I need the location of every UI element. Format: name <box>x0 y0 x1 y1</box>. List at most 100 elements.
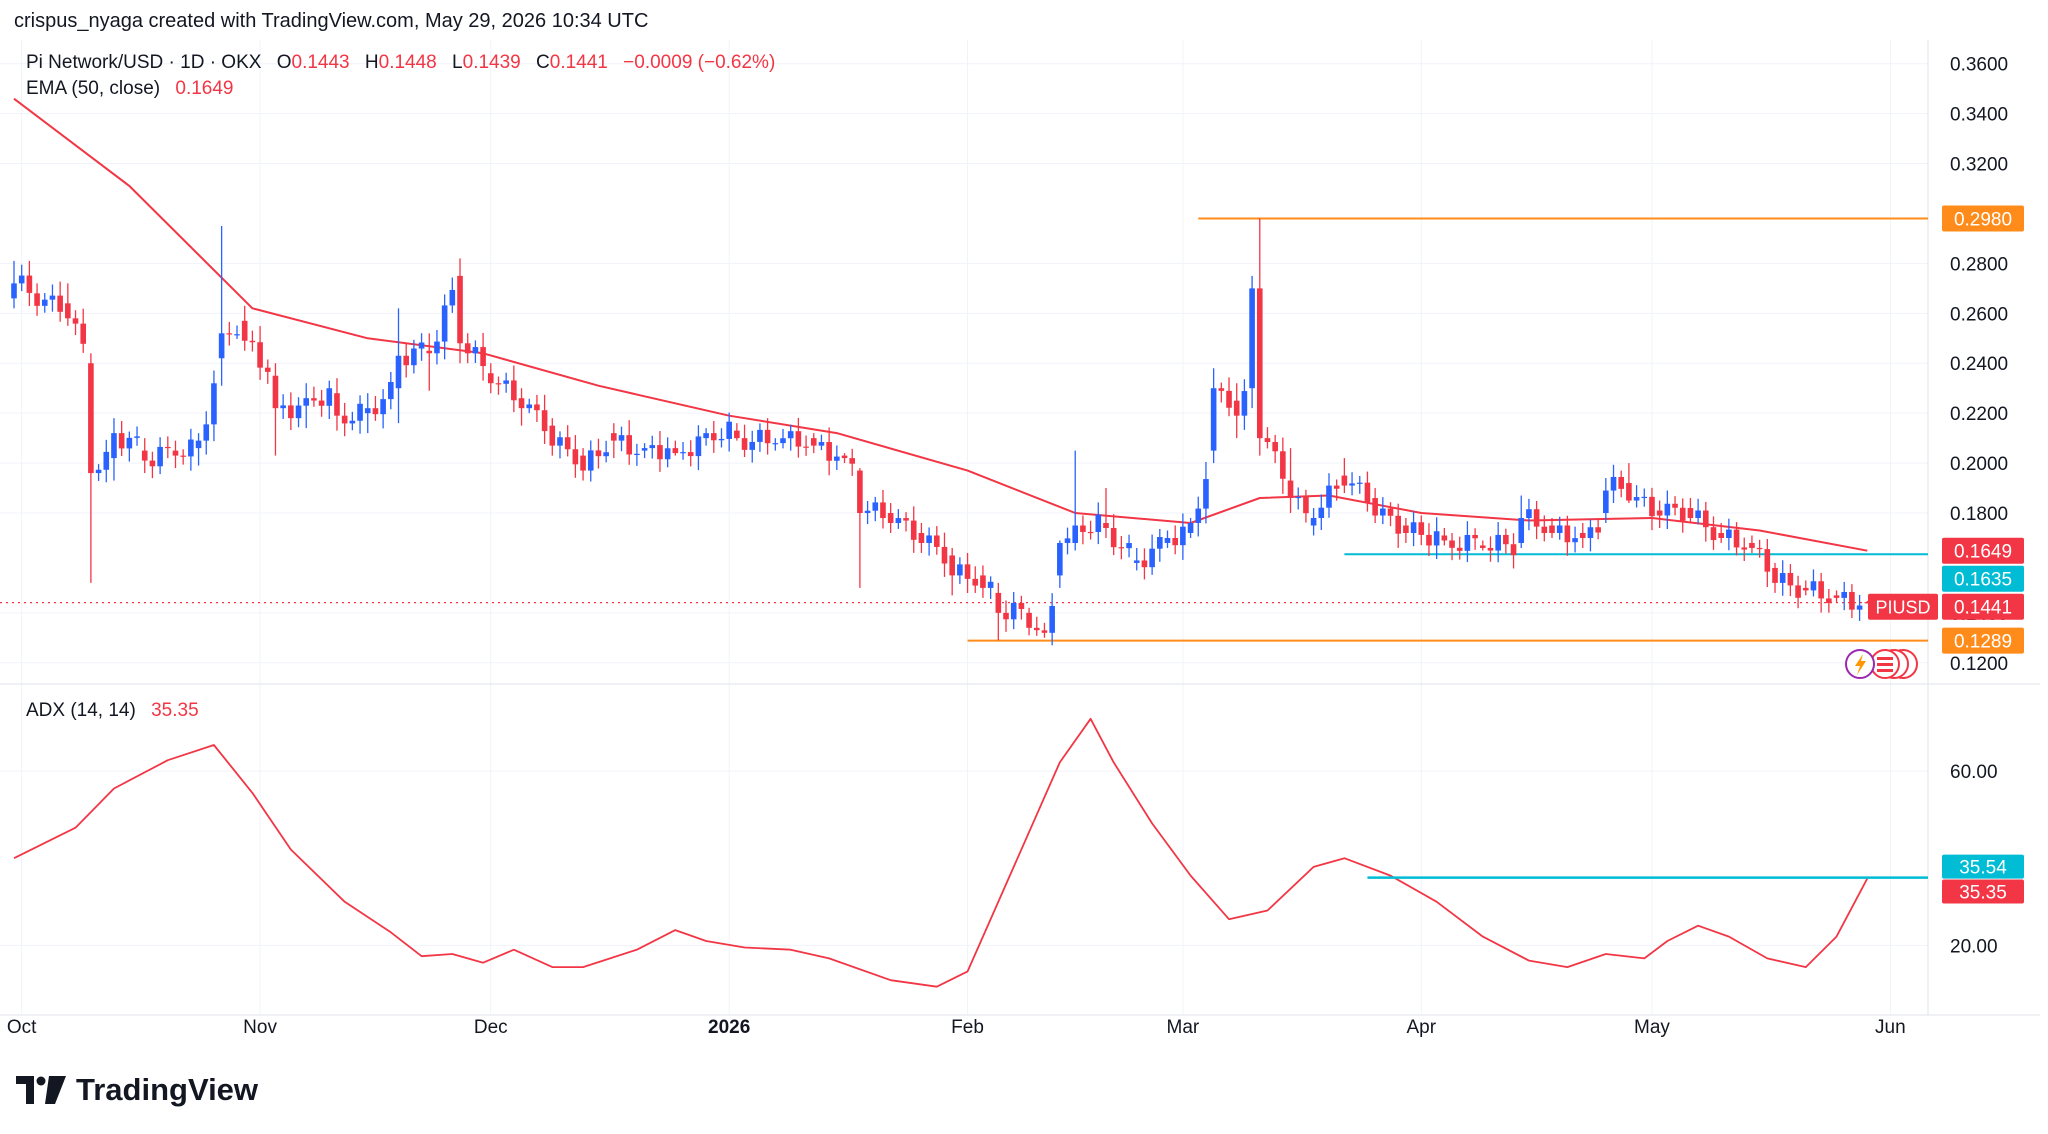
candle-body <box>964 564 971 579</box>
candle <box>672 440 679 456</box>
candle <box>1479 540 1486 551</box>
tradingview-brand[interactable]: TradingView <box>16 1072 258 1108</box>
candle <box>234 325 240 339</box>
candle <box>1418 515 1425 546</box>
candle <box>934 526 940 555</box>
candle-body <box>1672 503 1678 508</box>
candle-body <box>203 424 210 441</box>
candle <box>1603 478 1609 523</box>
candle <box>441 294 448 360</box>
candle <box>1679 498 1686 533</box>
candle-body <box>341 415 348 424</box>
candle-body <box>426 350 433 354</box>
candle-body <box>511 380 517 401</box>
ema-label[interactable]: EMA (50, close) <box>26 78 161 99</box>
candle <box>1833 590 1840 603</box>
candle <box>995 582 1002 641</box>
candle <box>1749 535 1755 553</box>
candle <box>303 383 310 429</box>
close-value: 0.1441 <box>549 52 608 73</box>
candle-body <box>1364 482 1371 503</box>
candle-body <box>411 348 417 366</box>
candle <box>1341 458 1348 494</box>
candle <box>603 440 609 463</box>
candle <box>1149 534 1155 575</box>
candle <box>211 370 217 442</box>
adx-price-axis[interactable]: 20.00 60.00 <box>1950 762 1998 957</box>
symbol-title[interactable]: Pi Network/USD · 1D · OKX <box>26 52 262 73</box>
candle-body <box>826 442 832 461</box>
candle <box>1356 476 1363 494</box>
candle-body <box>1749 542 1755 548</box>
candle-body <box>580 455 586 471</box>
candle <box>849 448 856 476</box>
price-tick-label: 0.2200 <box>1950 404 2008 425</box>
adx-label[interactable]: ADX (14, 14) <box>26 700 136 721</box>
candle-body <box>1326 485 1332 508</box>
candle <box>1410 511 1417 547</box>
candle <box>949 547 955 596</box>
candle <box>795 417 802 458</box>
candle <box>1426 523 1432 557</box>
candle-body <box>1272 442 1278 452</box>
time-tick-label: Nov <box>243 1017 277 1038</box>
close-label: C <box>536 52 550 73</box>
candle <box>1318 494 1325 531</box>
ema-legend[interactable]: EMA (50, close) 0.1649 <box>26 78 234 100</box>
candle-body <box>165 446 171 449</box>
candle-body <box>1572 538 1578 543</box>
candle-body <box>1241 391 1248 416</box>
candle-body <box>264 367 271 372</box>
candle <box>957 557 963 584</box>
candle <box>1756 539 1763 558</box>
candle <box>987 576 994 600</box>
candle <box>810 433 817 454</box>
candle <box>864 501 871 525</box>
candle <box>1726 518 1732 551</box>
symbol-legend[interactable]: Pi Network/USD · 1D · OKX O0.1443 H0.144… <box>26 52 775 74</box>
candle <box>618 426 625 452</box>
candle-body <box>564 437 571 450</box>
candle-body <box>887 513 894 523</box>
price-tick-label: 0.3200 <box>1950 155 2008 176</box>
symbol-logo-stack[interactable] <box>1845 649 1918 679</box>
candle <box>1303 489 1309 523</box>
candle <box>280 394 286 419</box>
candle-body <box>680 452 686 454</box>
candle-body <box>1587 527 1594 538</box>
candle <box>634 443 640 466</box>
candle <box>434 329 440 365</box>
candle-body <box>395 355 402 389</box>
adx-tick-label: 20.00 <box>1950 936 1998 957</box>
candle <box>426 333 433 391</box>
candle-body <box>1403 525 1409 533</box>
candle <box>1741 537 1748 562</box>
candle-body <box>587 450 594 471</box>
candle <box>1495 522 1501 563</box>
candle-body <box>1541 526 1548 534</box>
candle <box>218 225 225 386</box>
candle <box>57 281 63 322</box>
price-tick-label: 0.2000 <box>1950 454 2008 475</box>
candle <box>664 437 671 468</box>
candle <box>1564 515 1571 556</box>
candle <box>1272 434 1278 464</box>
main-pane-horizontal-lines[interactable] <box>0 217 1928 642</box>
open-label: O <box>276 52 292 73</box>
candle <box>1779 560 1786 596</box>
candle <box>834 445 840 470</box>
adx-legend[interactable]: ADX (14, 14) 35.35 <box>26 700 199 722</box>
time-tick-label: 2026 <box>708 1017 750 1038</box>
candle <box>1310 508 1317 536</box>
time-axis[interactable]: Oct Nov Dec 2026 Feb Mar Apr May Jun <box>7 1017 1906 1038</box>
candle-body <box>1633 497 1640 501</box>
candle <box>388 371 394 410</box>
candle <box>134 426 140 446</box>
candle <box>1226 377 1232 417</box>
candle-body <box>495 383 502 385</box>
candle-body <box>1641 496 1648 499</box>
candle <box>1464 521 1471 563</box>
candle-body <box>972 578 979 586</box>
candle-body <box>549 425 556 446</box>
candle <box>1003 600 1009 632</box>
